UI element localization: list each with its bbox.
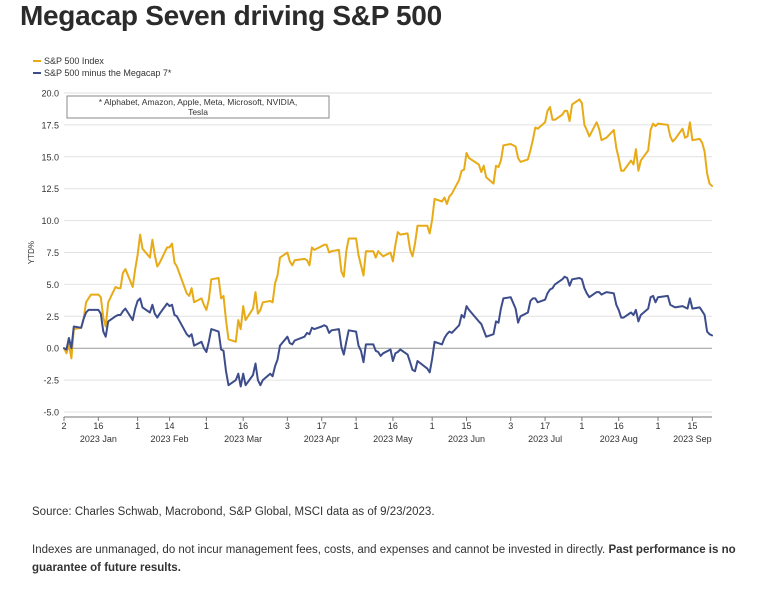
x-month-label: 2023 May bbox=[373, 434, 413, 444]
axes: -5.0 -2.5 0.0 2.5 5.0 7.5 10.0 12.5 15.0 17.5 20.0… bbox=[27, 89, 712, 444]
x-tick-label: 1 bbox=[204, 421, 209, 431]
x-tick-label: 16 bbox=[388, 421, 398, 431]
grid-lines bbox=[64, 92, 712, 413]
y-tick-label: -5.0 bbox=[43, 408, 59, 418]
series-line-sp500 bbox=[63, 98, 713, 360]
disclaimer-bold-text: Past performance is no guarantee of futu… bbox=[32, 544, 736, 574]
note-box: * Alphabet, Amazon, Apple, Meta, Microso… bbox=[66, 95, 330, 119]
note-text-line2: Tesla bbox=[188, 107, 208, 117]
y-tick-label: 12.5 bbox=[41, 184, 59, 194]
legend-label-sp500: S&P 500 Index bbox=[44, 56, 104, 66]
note-text-line1: * Alphabet, Amazon, Apple, Meta, Microso… bbox=[99, 97, 297, 107]
disclaimer-text: Indexes are unmanaged, do not incur mana… bbox=[32, 544, 606, 556]
page-title: Megacap Seven driving S&P 500 bbox=[20, 0, 442, 31]
x-tick-label: 1 bbox=[354, 421, 359, 431]
y-tick-label: 2.5 bbox=[46, 312, 59, 322]
x-tick-label: 17 bbox=[317, 421, 327, 431]
x-tick-label: 1 bbox=[135, 421, 140, 431]
x-month-label: 2023 Jun bbox=[448, 434, 485, 444]
y-axis-label: YTD% bbox=[27, 241, 36, 264]
legend-label-ex-megacap: S&P 500 minus the Megacap 7* bbox=[44, 68, 172, 78]
y-tick-label: 15.0 bbox=[41, 152, 59, 162]
x-month-label: 2023 Aug bbox=[600, 434, 638, 444]
y-tick-label: 0.0 bbox=[46, 344, 59, 354]
x-tick-label: 16 bbox=[238, 421, 248, 431]
x-tick-label: 17 bbox=[540, 421, 550, 431]
x-tick-label: 16 bbox=[614, 421, 624, 431]
x-month-label: 2023 Sep bbox=[673, 434, 712, 444]
source-note: Source: Charles Schwab, Macrobond, S&P G… bbox=[32, 506, 435, 518]
disclaimer: Indexes are unmanaged, do not incur mana… bbox=[32, 541, 767, 577]
x-tick-label: 16 bbox=[93, 421, 103, 431]
y-tick-label: 5.0 bbox=[46, 280, 59, 290]
x-tick-label: 15 bbox=[462, 421, 472, 431]
x-tick-label: 1 bbox=[430, 421, 435, 431]
y-tick-label: 20.0 bbox=[41, 89, 59, 99]
series-lines bbox=[63, 98, 713, 388]
series-line-ex-megacap bbox=[63, 275, 713, 388]
x-tick-label: 3 bbox=[285, 421, 290, 431]
x-tick-label: 3 bbox=[508, 421, 513, 431]
y-tick-label: -2.5 bbox=[43, 376, 59, 386]
x-tick-label: 1 bbox=[655, 421, 660, 431]
x-month-label: 2023 Jan bbox=[80, 434, 117, 444]
x-month-label: 2023 Jul bbox=[528, 434, 562, 444]
y-tick-label: 10.0 bbox=[41, 216, 59, 226]
x-tick-label: 15 bbox=[687, 421, 697, 431]
x-month-label: 2023 Mar bbox=[224, 434, 262, 444]
legend: S&P 500 Index S&P 500 minus the Megacap … bbox=[33, 56, 172, 78]
x-tick-label: 2 bbox=[61, 421, 66, 431]
x-month-label: 2023 Apr bbox=[304, 434, 340, 444]
x-tick-label: 14 bbox=[165, 421, 175, 431]
line-chart: -5.0 -2.5 0.0 2.5 5.0 7.5 10.0 12.5 15.0 17.5 20.0… bbox=[27, 56, 713, 444]
x-month-label: 2023 Feb bbox=[151, 434, 189, 444]
y-tick-label: 17.5 bbox=[41, 120, 59, 130]
y-tick-label: 7.5 bbox=[46, 248, 59, 258]
x-tick-label: 1 bbox=[579, 421, 584, 431]
